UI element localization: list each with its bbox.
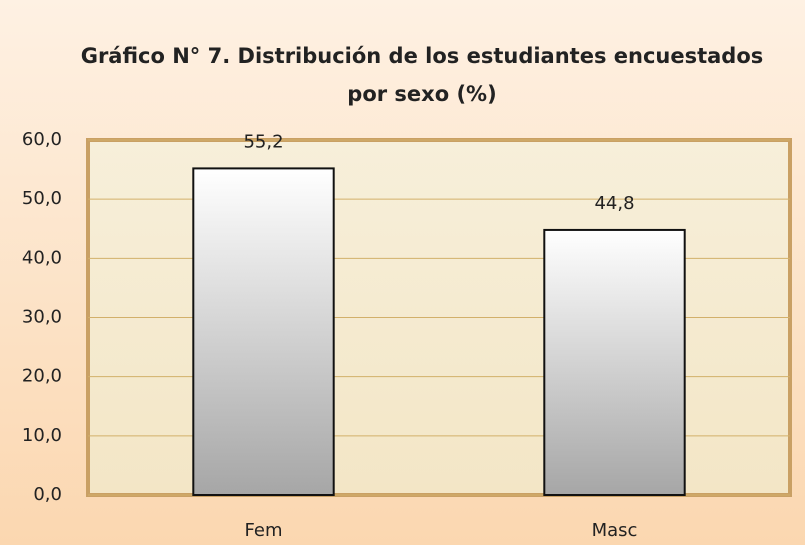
y-tick-label: 20,0 [22,366,62,387]
chart-title: por sexo (%) [347,82,496,106]
y-tick-label: 30,0 [22,307,62,328]
data-label: 44,8 [594,193,634,214]
y-tick-label: 0,0 [33,484,62,505]
bar [192,167,335,496]
y-tick-label: 60,0 [22,129,62,150]
y-tick-label: 10,0 [22,425,62,446]
data-label: 55,2 [243,131,283,152]
bar [543,228,686,497]
x-tick-label: Fem [245,520,283,541]
x-tick-label: Masc [592,520,638,541]
y-tick-label: 40,0 [22,247,62,268]
chart-title: Gráfico N° 7. Distribución de los estudi… [81,44,764,68]
y-tick-label: 50,0 [22,188,62,209]
